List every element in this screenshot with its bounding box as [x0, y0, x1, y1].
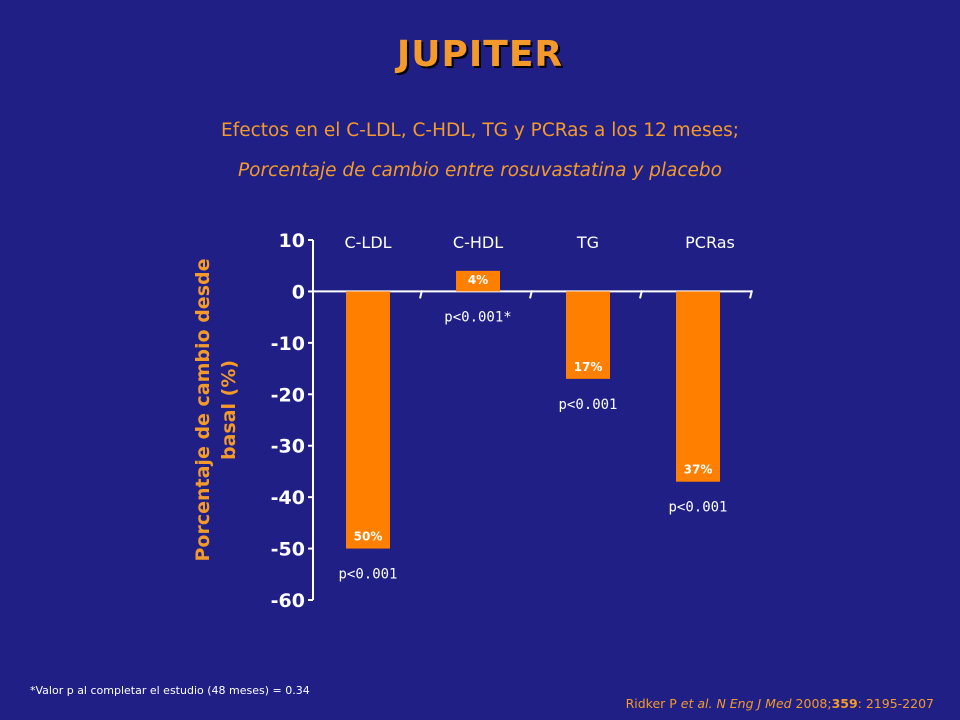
citation-volume: 359 [831, 696, 858, 711]
slide-title: JUPITER [396, 34, 564, 75]
y-tick-label: -30 [271, 436, 305, 458]
bar-value-label: 4% [468, 273, 488, 287]
subtitle-line-2: Porcentaje de cambio entre rosuvastatina… [238, 160, 722, 181]
bar-value-label: 17% [574, 360, 603, 374]
citation-authors: Ridker P [625, 696, 681, 711]
y-tick-label: 10 [279, 230, 305, 252]
y-tick-label: -40 [271, 487, 305, 509]
y-tick-label: -60 [271, 590, 305, 612]
footnote: *Valor p al completar el estudio (48 mes… [30, 684, 310, 697]
baseline-separator-tick [749, 290, 753, 299]
bar-c-hdl [456, 270, 500, 292]
baseline-separator-tick [639, 290, 643, 299]
y-tick-label: 0 [292, 281, 305, 303]
bar-pcras [676, 291, 720, 482]
category-label: C-LDL [344, 233, 391, 252]
subtitle-line-1: Efectos en el C-LDL, C-HDL, TG y PCRas a… [221, 120, 739, 141]
bar-c-ldl [346, 291, 390, 549]
y-tick-label: -50 [271, 539, 305, 561]
citation-pages: : 2195-2207 [857, 696, 934, 711]
baseline-separator-tick [529, 290, 533, 299]
citation: Ridker P et al. N Eng J Med 2008;359: 21… [626, 696, 934, 711]
p-value-label: p<0.001 [558, 397, 617, 413]
category-label: C-HDL [453, 233, 503, 252]
category-label: TG [576, 233, 599, 252]
category-label: PCRas [685, 233, 735, 252]
citation-journal: N Eng J Med [712, 696, 796, 711]
bar-value-label: 50% [354, 530, 383, 544]
citation-etal: et al. [680, 696, 713, 711]
bar-value-label: 37% [684, 463, 713, 477]
p-value-label: p<0.001 [668, 500, 727, 516]
p-value-label: p<0.001* [444, 309, 511, 325]
p-value-label: p<0.001 [338, 567, 397, 583]
citation-year: 2008; [795, 696, 832, 711]
y-tick-label: -10 [271, 333, 305, 355]
baseline-separator-tick [419, 290, 423, 299]
bar-tg [566, 291, 610, 379]
y-tick-label: -20 [271, 384, 305, 406]
